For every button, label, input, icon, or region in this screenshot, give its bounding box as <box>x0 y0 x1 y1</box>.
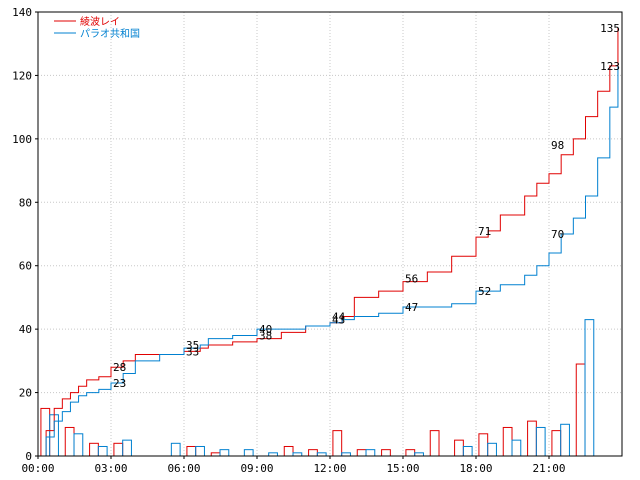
x-tick-label: 06:00 <box>167 462 200 475</box>
y-tick-label: 40 <box>19 323 32 336</box>
x-tick-label: 21:00 <box>532 462 565 475</box>
data-label: 52 <box>478 285 491 298</box>
x-tick-label: 00:00 <box>21 462 54 475</box>
y-tick-label: 80 <box>19 196 32 209</box>
y-tick-label: 0 <box>25 450 32 463</box>
data-label: 123 <box>600 60 620 73</box>
legend-entry: 綾波レイ <box>80 15 120 28</box>
y-tick-label: 120 <box>12 69 32 82</box>
data-label: 44 <box>332 310 346 323</box>
series-line <box>38 65 619 457</box>
x-tick-label: 15:00 <box>386 462 419 475</box>
data-label: 23 <box>113 377 126 390</box>
x-tick-label: 12:00 <box>313 462 346 475</box>
data-label: 71 <box>478 225 491 238</box>
cumulative-lines <box>38 27 619 457</box>
axes: 0 20 40 60 80 100 120 140 00:00 03:00 06:00 09:00 12… <box>12 6 623 475</box>
y-tick-label: 100 <box>12 133 32 146</box>
x-tick-label: 03:00 <box>94 462 127 475</box>
data-label: 43 <box>332 314 345 327</box>
y-tick-label: 140 <box>12 6 32 19</box>
data-labels: 28 33 38 44 56 71 98 135 23 35 40 43 47 52 70 123 <box>113 22 620 390</box>
data-label: 135 <box>600 22 620 35</box>
data-label: 56 <box>405 272 418 285</box>
data-label: 98 <box>551 139 564 152</box>
data-label: 47 <box>405 301 418 314</box>
data-label: 40 <box>259 323 272 336</box>
y-tick-label: 20 <box>19 387 32 400</box>
legend-entry: パラオ共和国 <box>80 28 140 40</box>
plot-frame <box>37 11 623 457</box>
x-tick-label: 09:00 <box>240 462 273 475</box>
data-label: 35 <box>186 339 199 352</box>
data-label: 38 <box>259 329 272 342</box>
data-label: 28 <box>113 361 126 374</box>
y-tick-label: 60 <box>19 260 32 273</box>
data-label: 70 <box>551 228 564 241</box>
x-tick-label: 18:00 <box>459 462 492 475</box>
data-label: 33 <box>186 345 199 358</box>
